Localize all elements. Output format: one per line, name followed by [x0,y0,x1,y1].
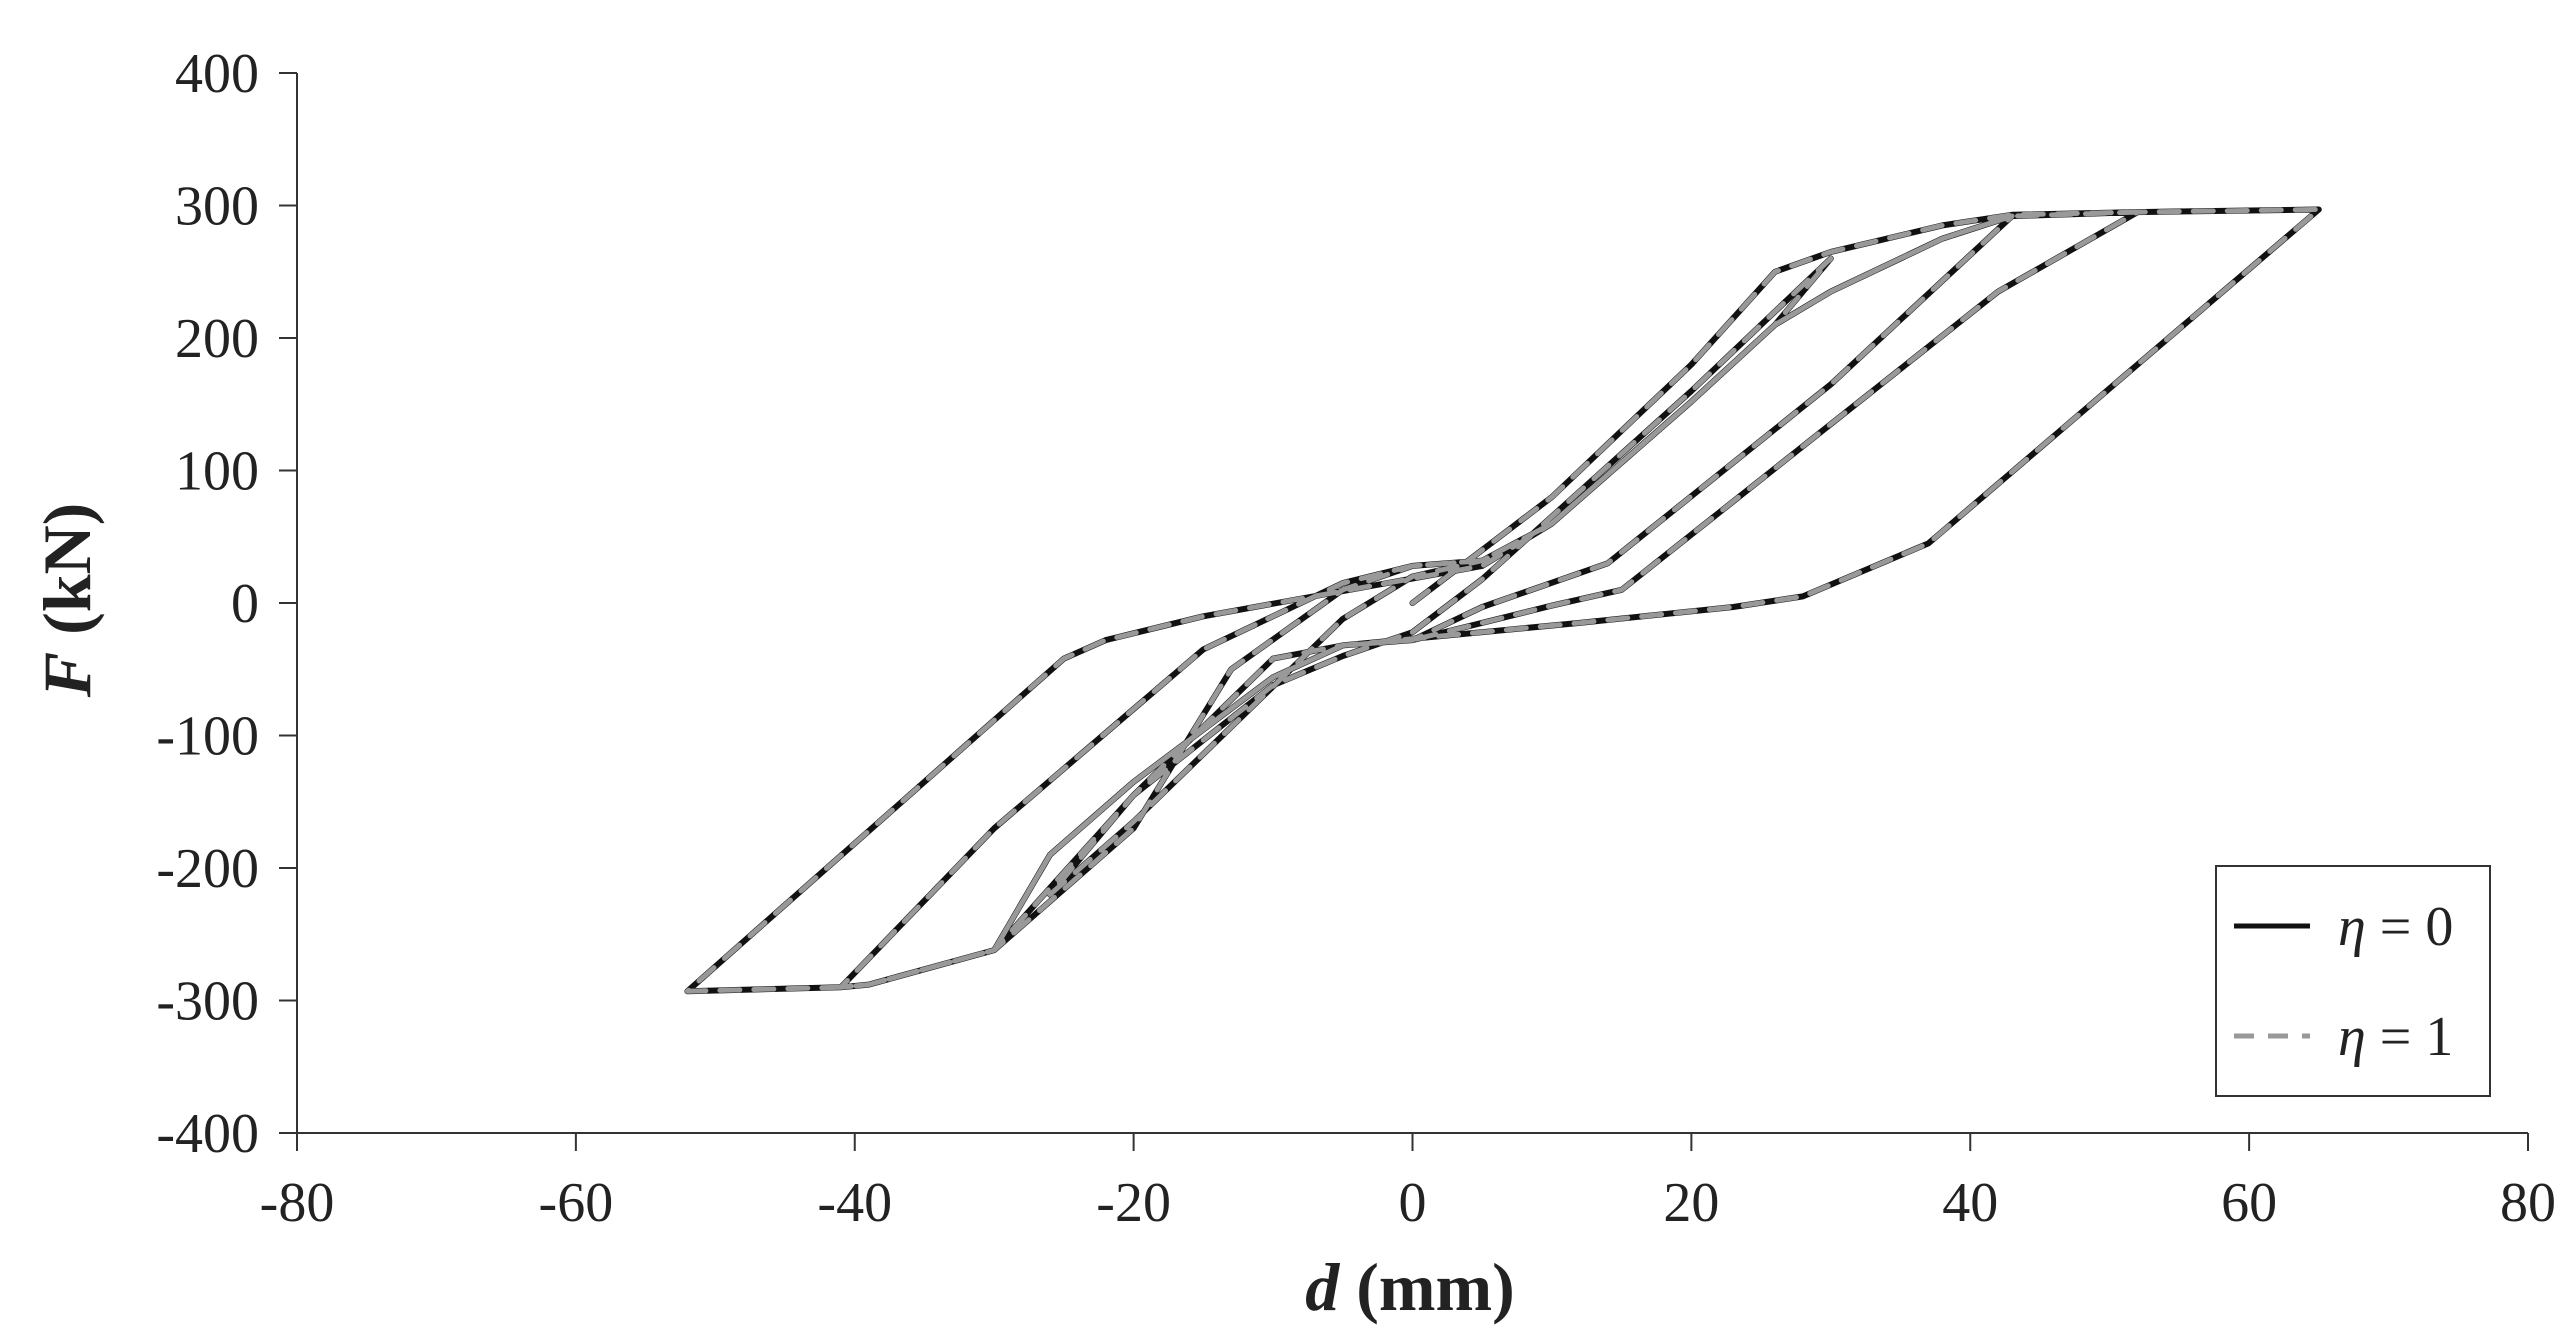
y-axis-title: F (kN) [29,503,105,699]
y-tick-label: -200 [156,838,259,900]
x-tick-label: 80 [2500,1172,2556,1234]
x-tick-label: -40 [817,1172,892,1234]
y-tick-label: 300 [175,176,259,238]
x-tick-label: 0 [1399,1172,1427,1234]
y-tick-label: 100 [175,441,259,503]
legend-eta-symbol: η [2338,1006,2366,1068]
y-tick-label: 0 [231,573,259,635]
y-axis-unit: (kN) [29,503,105,652]
y-tick-label: -400 [156,1103,259,1165]
x-axis-variable: d [1305,1249,1340,1325]
legend: η = 0 η = 1 [2215,865,2491,1097]
y-axis-variable: F [29,652,105,698]
legend-box [2215,865,2491,1097]
y-tick-label: -300 [156,971,259,1033]
legend-eta-value: = 1 [2366,1006,2454,1068]
legend-label-eta-0: η = 0 [2338,896,2453,958]
y-tick-label: -100 [156,706,259,768]
x-tick-label: 20 [1663,1172,1719,1234]
x-tick-label: 60 [2221,1172,2277,1234]
x-tick-label: -80 [260,1172,335,1234]
x-tick-label: -20 [1096,1172,1171,1234]
x-axis-unit: (mm) [1339,1249,1515,1325]
series-line-eta-1 [684,207,2322,994]
axes [279,72,2529,1151]
legend-eta-symbol: η [2338,896,2366,958]
x-tick-label: 40 [1942,1172,1998,1234]
y-tick-label: 400 [175,43,259,105]
legend-label-eta-1: η = 1 [2338,1006,2453,1068]
y-tick-label: 200 [175,308,259,370]
x-axis-title: d (mm) [1305,1249,1515,1325]
legend-eta-value: = 0 [2366,896,2454,958]
plot-series [684,206,2322,995]
x-tick-label: -60 [539,1172,614,1234]
